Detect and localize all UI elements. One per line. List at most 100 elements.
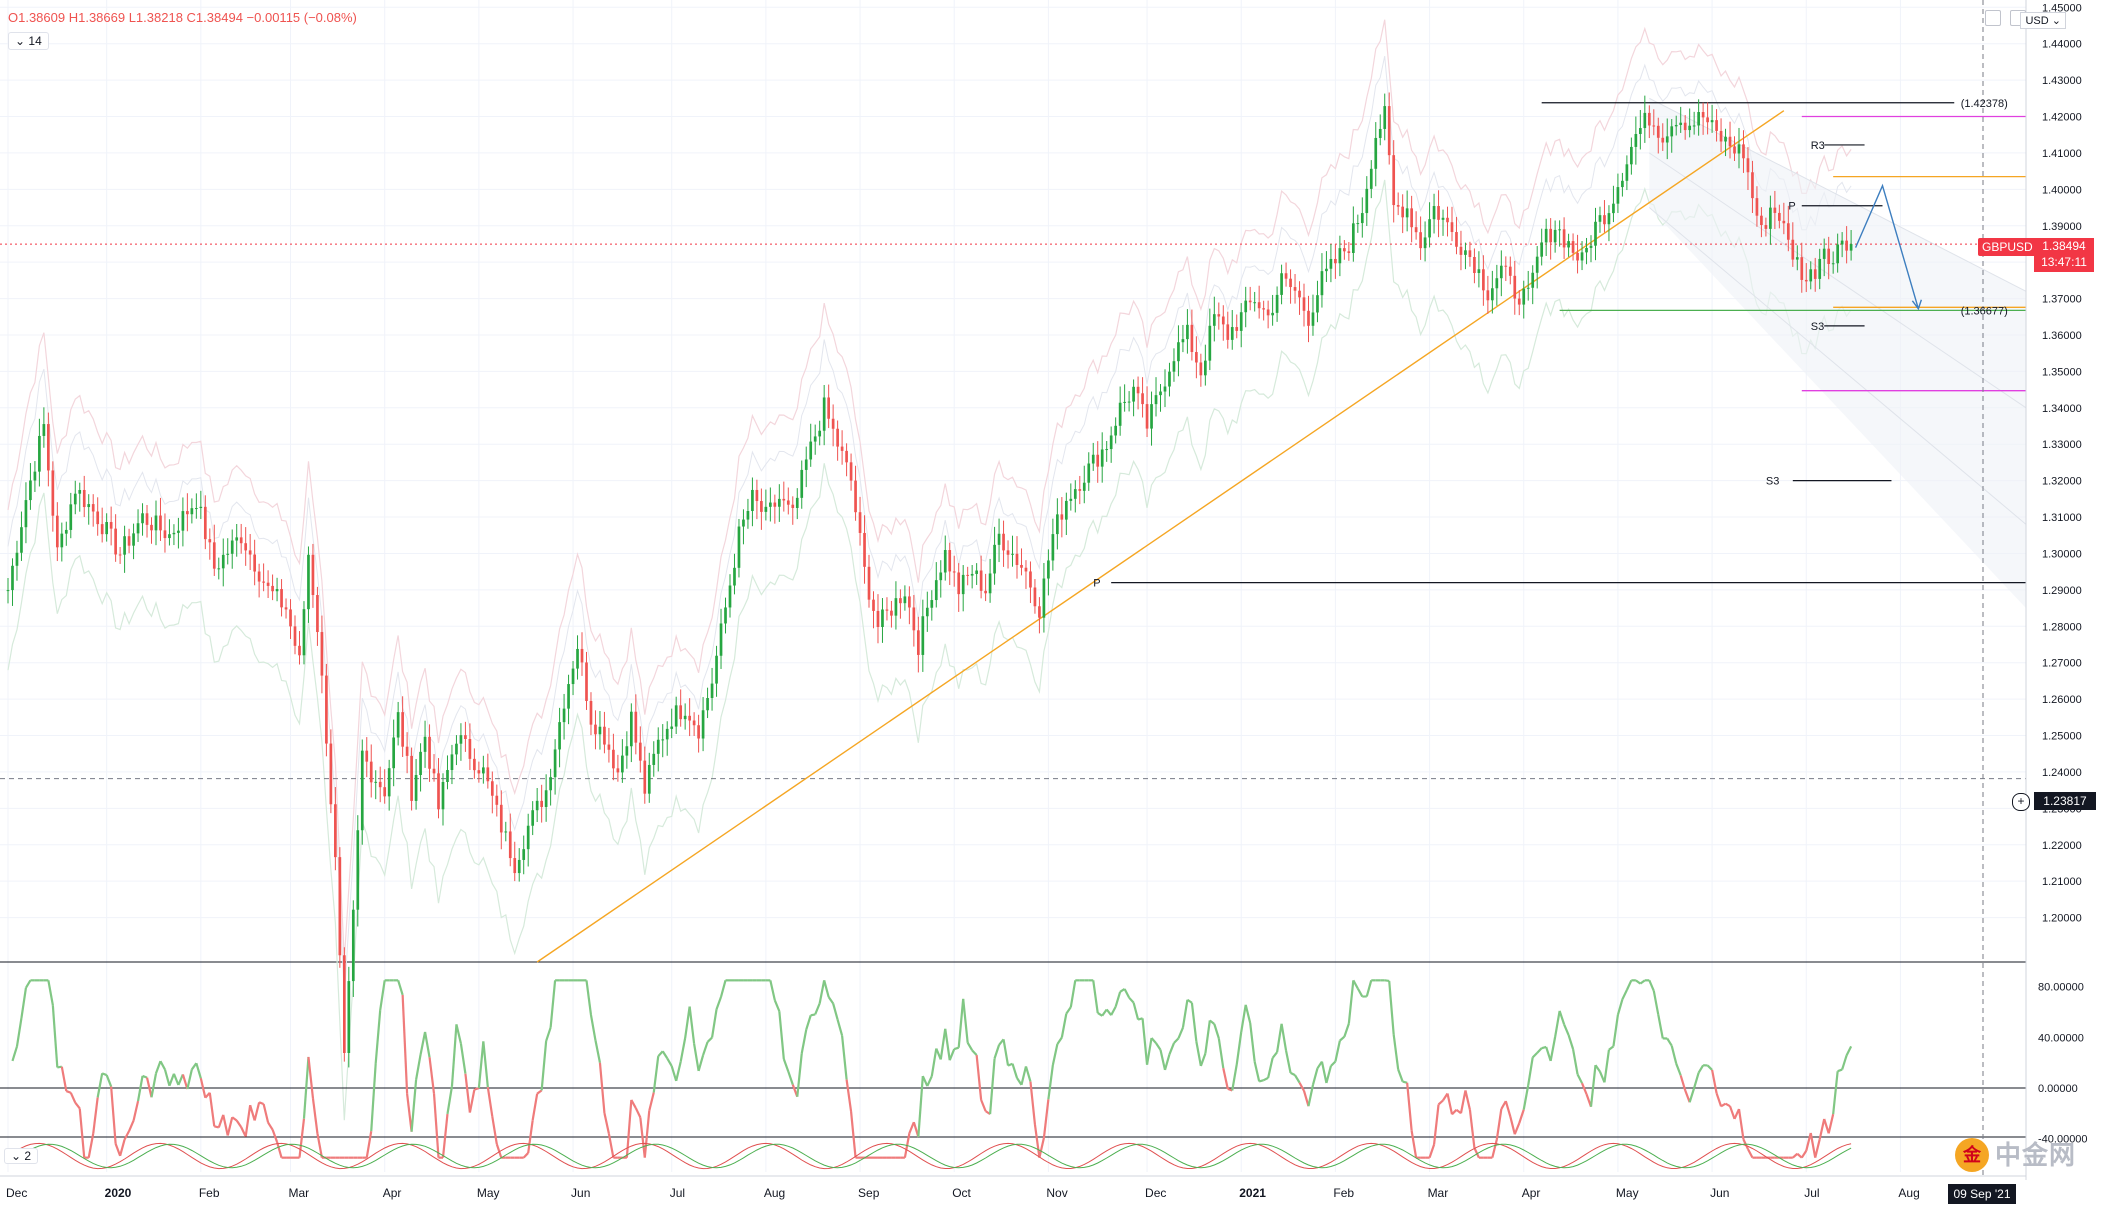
candle-body xyxy=(1576,252,1579,261)
symbol-tag: GBPUSD xyxy=(1978,238,2037,256)
candle-body xyxy=(540,800,543,807)
indicator2-length-value: 2 xyxy=(24,1149,32,1163)
time-tick-label: Aug xyxy=(764,1186,785,1200)
oscillator-segment xyxy=(1186,998,1193,1004)
candle-body xyxy=(1477,269,1481,274)
candle-body xyxy=(1257,302,1261,309)
oscillator-segment xyxy=(1284,1050,1292,1074)
oscillator-segment xyxy=(1002,1039,1010,1066)
candle-body xyxy=(239,537,243,544)
candle-body xyxy=(800,469,804,498)
candle-body xyxy=(1706,117,1709,123)
candle-body xyxy=(629,711,633,747)
candle-body xyxy=(1172,361,1176,372)
candle-body xyxy=(508,831,512,859)
indicator-length-label[interactable]: ⌄ 14 xyxy=(8,32,49,50)
candle-body xyxy=(11,565,14,591)
candle-body xyxy=(1526,287,1530,289)
candle-body xyxy=(755,489,759,502)
price-tick-label: 1.28000 xyxy=(2042,621,2082,633)
oscillator-segment xyxy=(214,1125,220,1129)
oscillator-segment xyxy=(65,1090,72,1094)
oscillator-segment xyxy=(271,1129,279,1143)
oscillator-segment xyxy=(1459,1090,1467,1114)
candle-body xyxy=(401,712,404,747)
time-tick-label: Apr xyxy=(383,1186,402,1200)
candle-body xyxy=(535,800,539,811)
candle-body xyxy=(1621,180,1624,188)
low-level-label: (1.36677) xyxy=(1961,305,2008,317)
oscillator-segment xyxy=(1213,1023,1220,1039)
oscillator-segment xyxy=(1280,1023,1288,1051)
oscillator-segment xyxy=(1728,1105,1736,1120)
crosshair-price-tag: 1.23817 xyxy=(2034,792,2096,810)
oscillator-segment xyxy=(110,1086,117,1144)
time-tick-label: May xyxy=(477,1186,500,1200)
oscillator-tick-label: 0.00000 xyxy=(2038,1083,2078,1095)
oscillator-segment xyxy=(119,1139,126,1157)
oscillator-segment xyxy=(836,1019,844,1037)
candle-body xyxy=(934,580,938,601)
price-tick-label: 1.33000 xyxy=(2042,439,2082,451)
candle-body xyxy=(916,630,920,655)
oscillator-segment xyxy=(841,1035,848,1080)
oscillator-segment xyxy=(1706,1064,1713,1071)
oscillator-segment xyxy=(1679,1075,1687,1091)
oscillator-segment xyxy=(114,1143,122,1157)
candle-body xyxy=(38,435,41,472)
oscillator-segment xyxy=(1150,1037,1157,1044)
oscillator-segment xyxy=(670,1065,678,1082)
s3-weekly-label: S3 xyxy=(1766,476,1779,488)
oscillator-segment xyxy=(522,1152,529,1159)
candle-body xyxy=(1553,229,1557,243)
candle-body xyxy=(1168,371,1171,387)
candle-body xyxy=(347,981,351,1053)
add-alert-icon[interactable]: + xyxy=(2012,793,2030,811)
candle-body xyxy=(1840,240,1844,245)
oscillator-segment xyxy=(675,1061,682,1082)
oscillator-segment xyxy=(1294,1074,1301,1084)
candle-body xyxy=(715,655,718,684)
candle-body xyxy=(952,571,956,573)
price-tick-label: 1.25000 xyxy=(2042,731,2082,743)
candle-body xyxy=(1495,278,1499,289)
oscillator-segment xyxy=(78,1108,86,1158)
oscillator-segment xyxy=(1011,1063,1019,1079)
currency-selector[interactable]: USD ⌄ xyxy=(2020,12,2066,29)
candle-body xyxy=(1253,302,1257,304)
oscillator-segment xyxy=(136,1075,144,1102)
indicator2-length-label[interactable]: ⌄ 2 xyxy=(4,1148,39,1164)
candle-body xyxy=(82,489,86,508)
candle-body xyxy=(1033,587,1037,607)
candle-body xyxy=(446,770,449,783)
oscillator-segment xyxy=(154,1060,162,1074)
oscillator-segment xyxy=(1069,980,1077,1008)
oscillator-segment xyxy=(419,1031,427,1055)
candle-body xyxy=(419,751,422,775)
candle-body xyxy=(60,533,64,548)
candle-body xyxy=(831,418,835,429)
candle-body xyxy=(1491,288,1494,301)
time-axis[interactable]: Dec 2020 Feb Mar Apr May Jun Jul Aug Sep Oct Nov Dec… xyxy=(0,1175,2026,1200)
oscillator-segment xyxy=(1258,1079,1264,1083)
candle-body xyxy=(1204,360,1207,376)
price-tick-label: 1.40000 xyxy=(2042,184,2082,196)
candle-body xyxy=(212,542,216,569)
scroll-left-icon[interactable] xyxy=(1985,10,2001,26)
oscillator-segment xyxy=(365,1130,373,1158)
candle-body xyxy=(257,571,261,582)
price-tick-label: 1.41000 xyxy=(2042,148,2082,160)
candle-body xyxy=(863,532,866,567)
price-axis[interactable]: 1.45000 1.44000 1.43000 1.42000 1.41000 1.400… xyxy=(2025,0,2088,1180)
oscillator-segment xyxy=(401,994,409,1094)
candle-body xyxy=(1670,126,1674,137)
oscillator-segment xyxy=(1101,1008,1108,1017)
candle-body xyxy=(1715,120,1718,131)
candle-body xyxy=(1199,362,1203,376)
oscillator-segment xyxy=(1446,1093,1454,1115)
candle-body xyxy=(1540,242,1544,257)
candle-body xyxy=(1015,553,1019,565)
candle-body xyxy=(571,668,575,685)
candle-body xyxy=(993,544,996,574)
